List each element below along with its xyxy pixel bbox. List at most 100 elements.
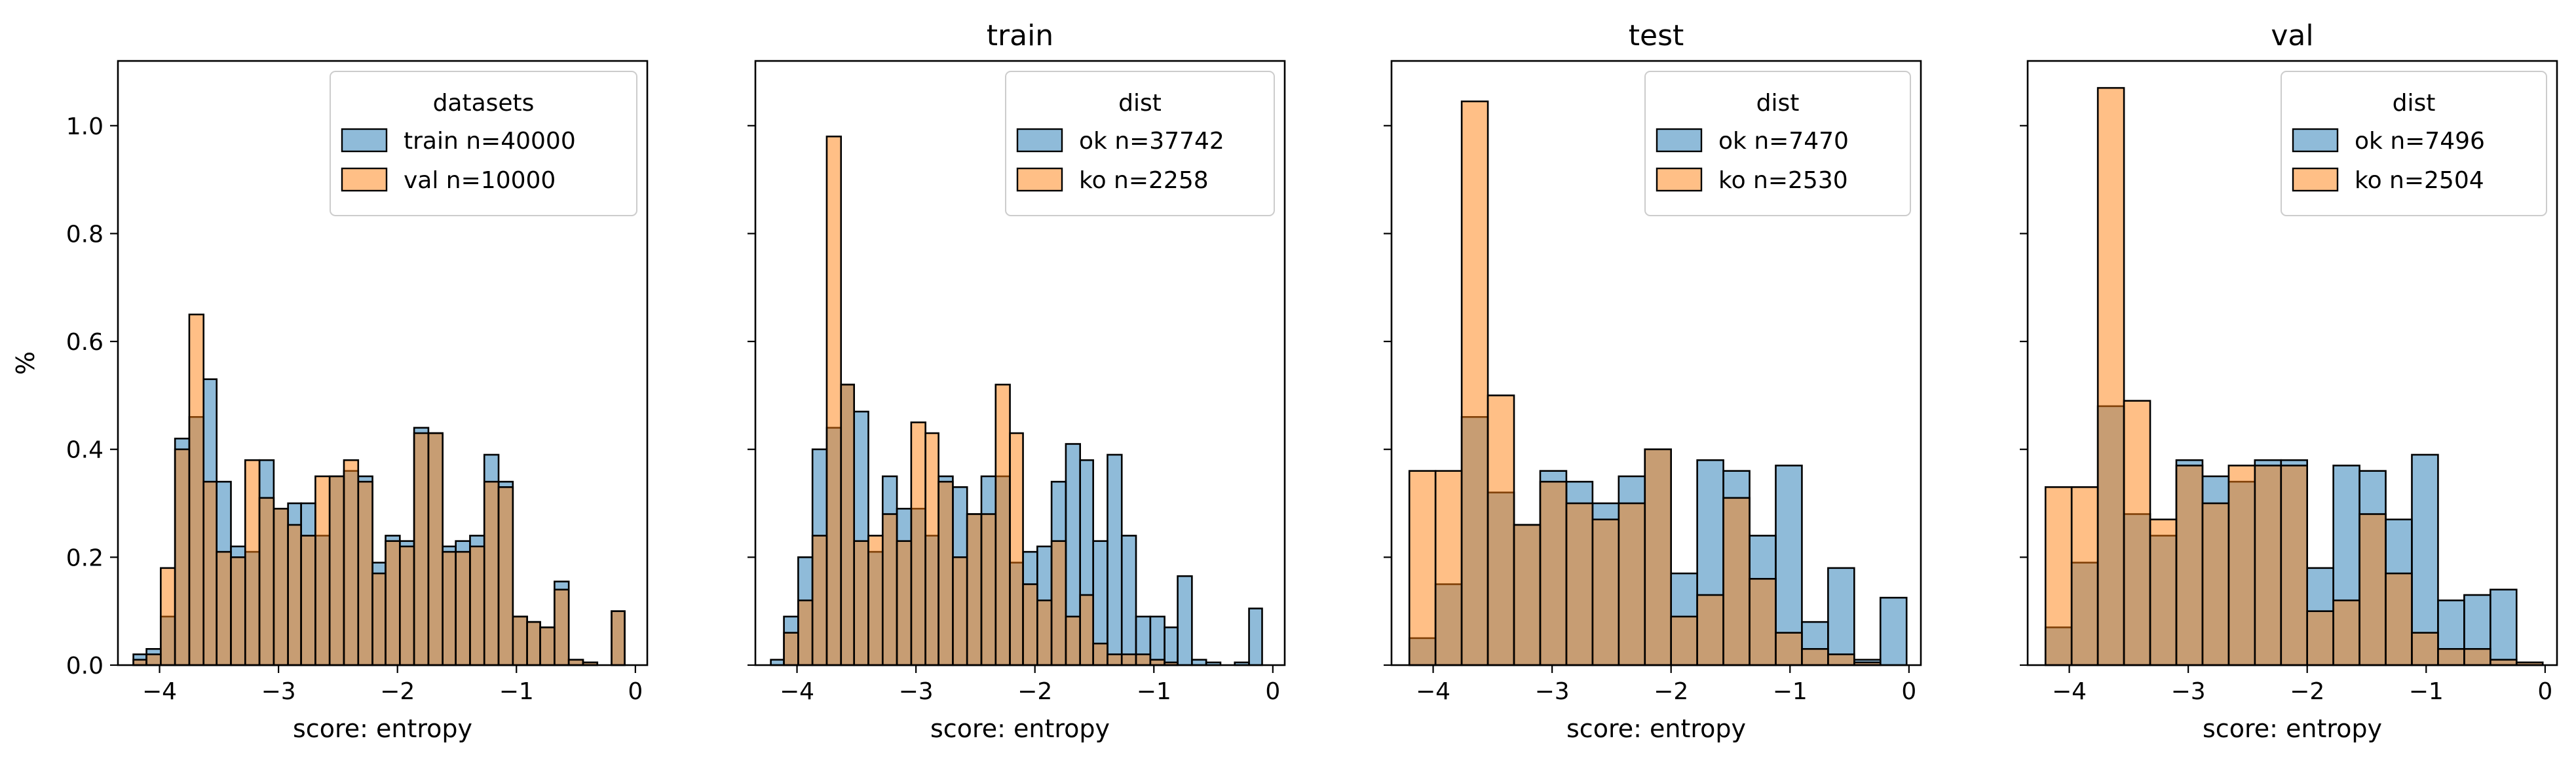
y-tick-label: 0.6 bbox=[66, 329, 104, 356]
y-tick-label: 0.8 bbox=[66, 221, 104, 248]
histogram-bar bbox=[853, 540, 869, 666]
histogram-bar bbox=[273, 507, 289, 666]
histogram-bar bbox=[910, 421, 926, 666]
histogram-bar bbox=[328, 475, 345, 666]
legend: dist ok n=37742 ko n=2258 bbox=[1005, 71, 1275, 216]
x-axis-label: score: entropy bbox=[930, 714, 1110, 743]
legend-entry-label: val n=10000 bbox=[404, 167, 556, 194]
histogram-bar bbox=[2490, 588, 2518, 666]
legend-entry-label: ko n=2504 bbox=[2355, 167, 2484, 194]
legend-entry-label: ko n=2258 bbox=[1079, 167, 1209, 194]
histogram-bar bbox=[2254, 465, 2282, 666]
series-2-bars bbox=[132, 313, 626, 666]
histogram-bar bbox=[611, 610, 626, 666]
histogram-bar bbox=[952, 556, 968, 666]
histogram-bar bbox=[1022, 583, 1038, 666]
histogram-bar bbox=[2175, 465, 2204, 666]
x-axis-label: score: entropy bbox=[1566, 714, 1746, 743]
histogram-bar bbox=[1591, 518, 1620, 666]
histogram-bar bbox=[413, 432, 430, 666]
x-tick-label: −4 bbox=[2052, 678, 2087, 705]
legend: dist ok n=7496 ko n=2504 bbox=[2281, 71, 2547, 216]
x-tick-label: 0 bbox=[628, 678, 643, 705]
legend-title: dist bbox=[1118, 90, 1162, 117]
histogram-bar bbox=[427, 432, 444, 666]
histogram-bar bbox=[1107, 453, 1123, 666]
histogram-bar bbox=[2280, 465, 2309, 666]
y-tick-label: 0.4 bbox=[66, 437, 104, 464]
x-tick-label: −3 bbox=[261, 678, 296, 705]
histogram-bar bbox=[994, 383, 1011, 666]
x-tick-label: −4 bbox=[780, 678, 814, 705]
histogram-bar bbox=[1618, 502, 1646, 666]
histogram-bar bbox=[300, 535, 316, 666]
x-tick-label: −2 bbox=[2290, 678, 2324, 705]
legend-entry-label: ko n=2530 bbox=[1718, 167, 1848, 194]
legend-entry-label: train n=40000 bbox=[404, 128, 576, 155]
histogram-bar bbox=[1775, 632, 1803, 666]
x-tick-label: −3 bbox=[899, 678, 934, 705]
x-tick-label: −2 bbox=[1017, 678, 1052, 705]
histogram-bar bbox=[1120, 535, 1137, 666]
legend: datasets train n=40000 val n=10000 bbox=[330, 71, 637, 216]
panel-title: val bbox=[2271, 19, 2313, 52]
x-tick-label: −4 bbox=[1416, 678, 1450, 705]
x-axis-label: score: entropy bbox=[2203, 714, 2382, 743]
histogram-bar bbox=[526, 621, 541, 666]
legend-title: dist bbox=[1756, 90, 1800, 117]
chart-panel-1: −4 −3 −2 −1 0 0.0 0.2 0.4 0.6 0.8 1.0 score: entrop… bbox=[11, 60, 649, 743]
x-tick-label: −2 bbox=[1654, 678, 1688, 705]
legend-entry-label: ok n=7470 bbox=[1718, 128, 1849, 155]
histogram-bar bbox=[188, 313, 205, 666]
histogram-bar bbox=[512, 615, 528, 666]
histogram-bar bbox=[1120, 653, 1137, 666]
legend-swatch bbox=[341, 128, 388, 153]
legend-swatch bbox=[1016, 128, 1063, 153]
histogram-bar bbox=[867, 535, 884, 666]
histogram-bar bbox=[2332, 599, 2360, 666]
x-tick-label: 0 bbox=[1901, 678, 1916, 705]
legend-entry-label: ok n=7496 bbox=[2355, 128, 2485, 155]
series-2-bars bbox=[2044, 86, 2544, 666]
histogram-bar bbox=[1801, 647, 1829, 666]
histogram-bar bbox=[1434, 470, 1463, 666]
histogram-bar bbox=[455, 550, 471, 666]
histogram-bar bbox=[357, 480, 373, 666]
y-axis-label: % bbox=[11, 351, 40, 375]
histogram-bar bbox=[896, 540, 913, 666]
histogram-bar bbox=[216, 550, 232, 666]
histogram-bar bbox=[1513, 524, 1542, 666]
histogram-bar bbox=[483, 480, 500, 666]
histogram-bar bbox=[1107, 653, 1123, 666]
histogram-bar bbox=[2358, 513, 2387, 666]
legend: dist ok n=7470 ko n=2530 bbox=[1644, 71, 1911, 216]
legend-box bbox=[1644, 71, 1911, 216]
x-tick-label: −4 bbox=[142, 678, 177, 705]
histogram-bar bbox=[881, 513, 898, 666]
y-tick-label: 0.2 bbox=[66, 545, 104, 571]
histogram-bar bbox=[497, 486, 514, 666]
histogram-bar bbox=[1135, 653, 1152, 666]
legend-swatch bbox=[341, 167, 388, 192]
histogram-bar bbox=[2096, 86, 2125, 666]
legend-swatch bbox=[1656, 128, 1703, 153]
axes-frame bbox=[2026, 60, 2558, 666]
histogram-bar bbox=[2411, 632, 2439, 666]
legend-title: datasets bbox=[433, 90, 535, 117]
histogram-bar bbox=[1092, 642, 1108, 666]
histogram-bar bbox=[1644, 448, 1673, 666]
legend-entry-label: ok n=37742 bbox=[1079, 128, 1224, 155]
histogram-bar bbox=[1177, 575, 1193, 666]
x-tick-label: −3 bbox=[1535, 678, 1570, 705]
histogram-bar bbox=[442, 550, 457, 666]
x-tick-label: −1 bbox=[499, 678, 534, 705]
histogram-bar bbox=[174, 448, 191, 666]
legend-swatch bbox=[2292, 128, 2339, 153]
x-tick-label: −2 bbox=[380, 678, 415, 705]
histogram-bar bbox=[2227, 465, 2256, 666]
histogram-bar bbox=[2070, 486, 2099, 666]
histogram-bar bbox=[230, 556, 246, 666]
histogram-bar bbox=[1670, 615, 1698, 666]
histogram-bar bbox=[2385, 572, 2413, 666]
histogram-bar bbox=[811, 535, 828, 666]
